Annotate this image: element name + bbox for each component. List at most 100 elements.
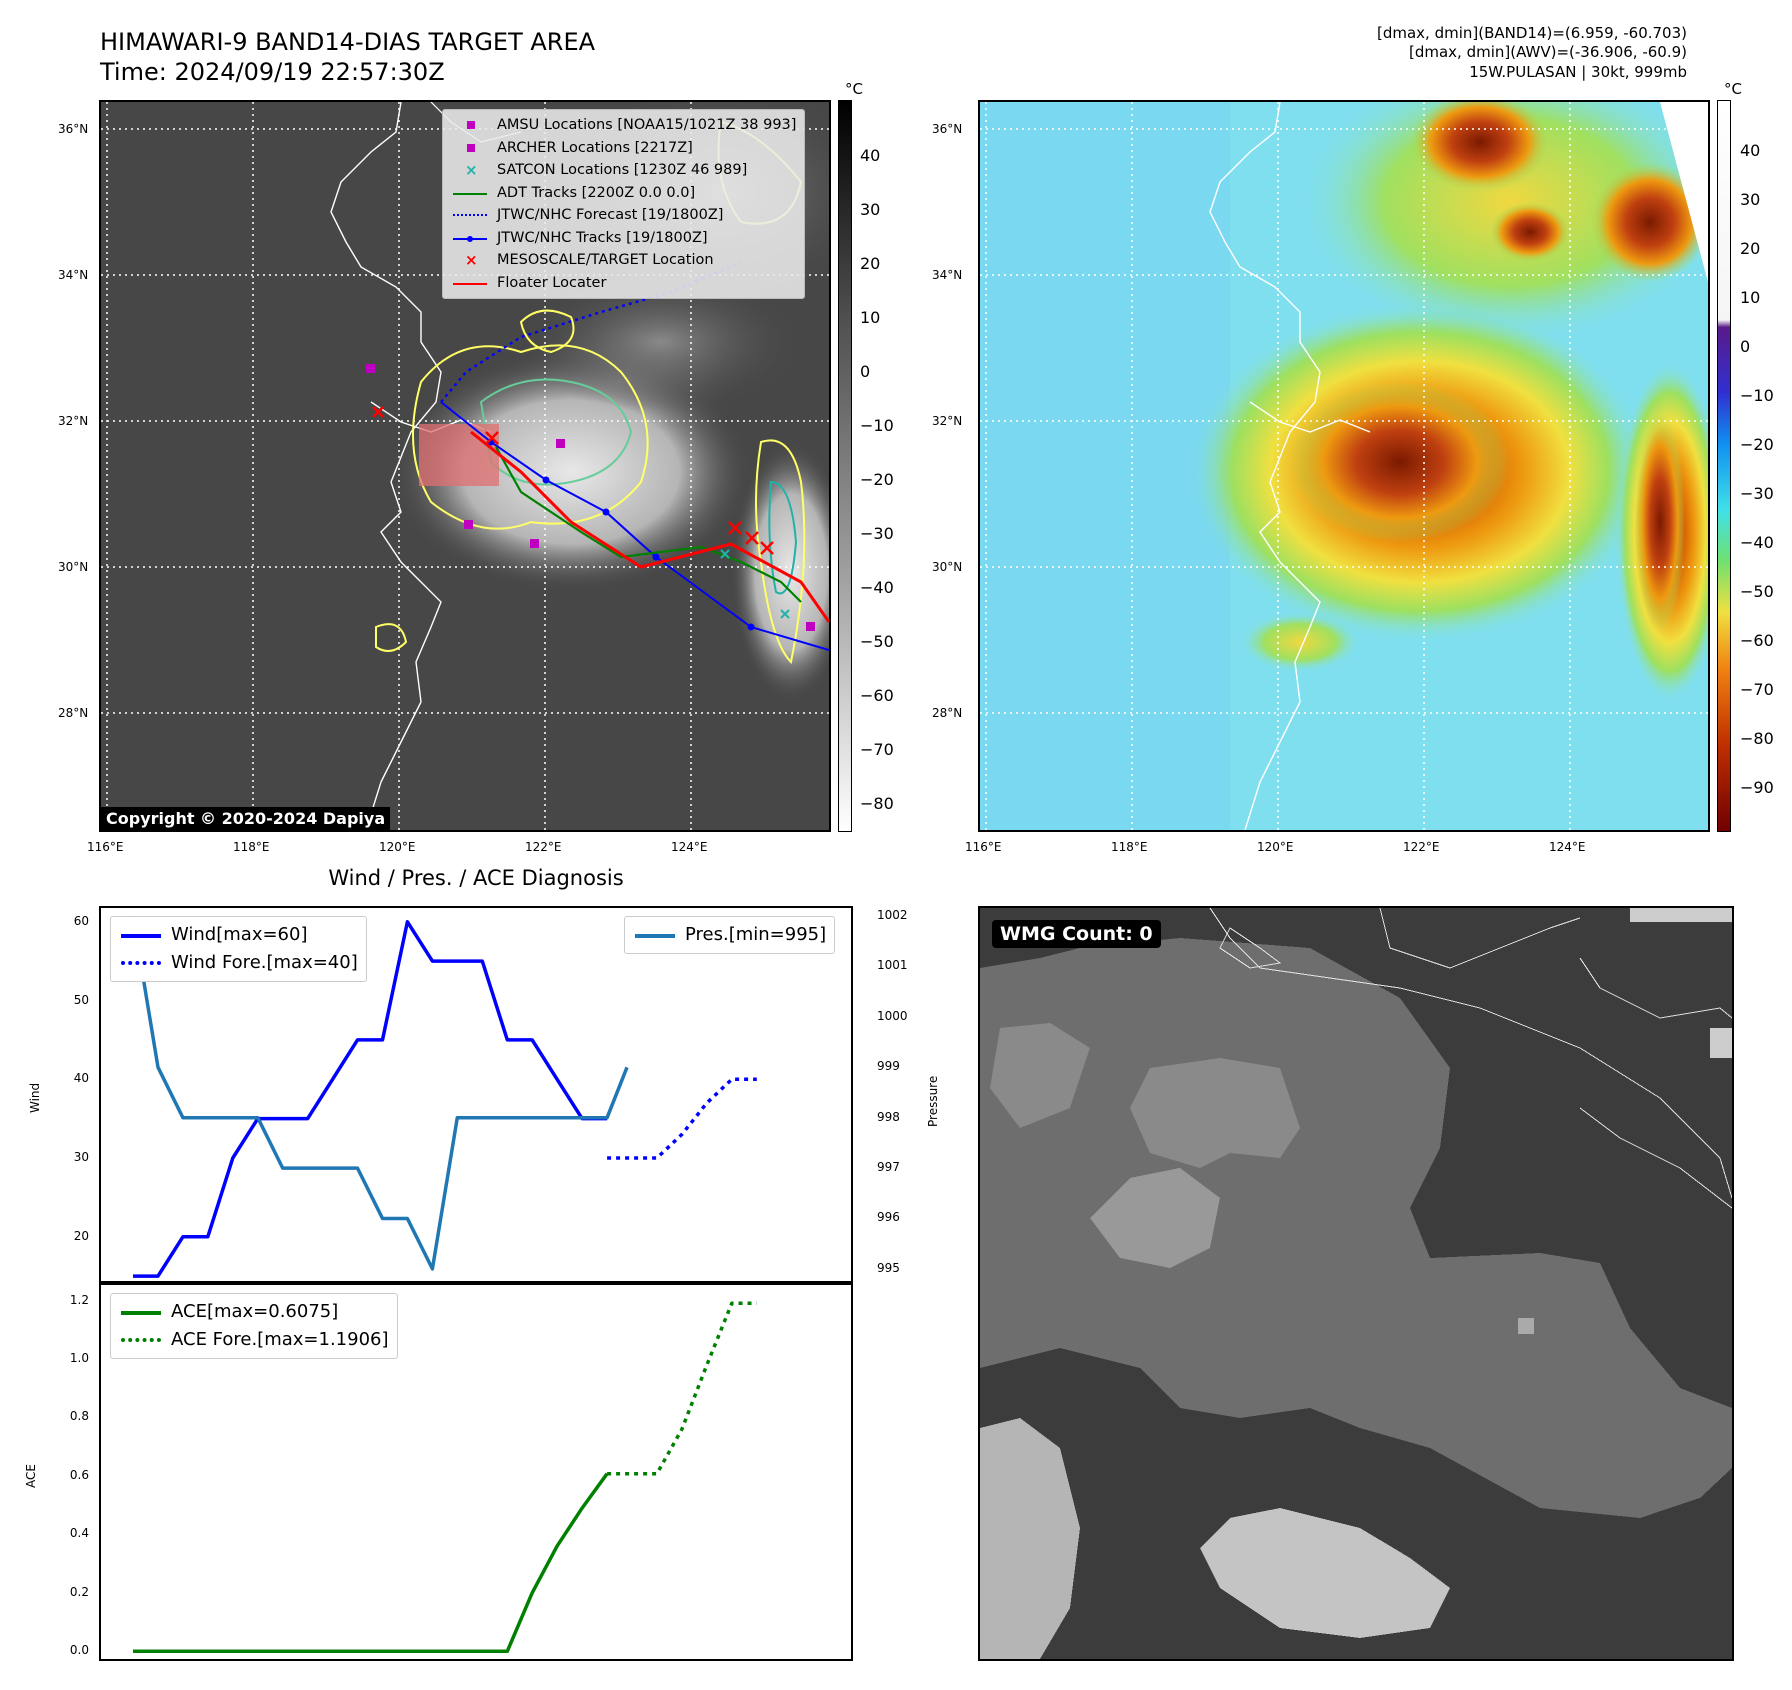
enhanced-colorbar-tick: −70 [1740, 680, 1774, 699]
ir-colorbar-tick: −60 [860, 686, 894, 705]
enhanced-lon-label: 124°E [1549, 840, 1586, 854]
floater-track [470, 430, 829, 623]
ace-axis-label: ACE [24, 1464, 38, 1488]
ir-map-legend: AMSU Locations [NOAA15/1021Z 38 993] ARC… [442, 109, 806, 299]
ir-colorbar-tick: −10 [860, 416, 894, 435]
ace-tick-label: 0.0 [69, 1643, 89, 1658]
adt-track [495, 446, 802, 603]
ace-legend: ACE[max=0.6075] ACE Fore.[max=1.1906] [110, 1293, 398, 1359]
enhanced-lon-label: 120°E [1257, 840, 1294, 854]
ir-lat-label: 28°N [58, 706, 89, 720]
enhanced-lon-label: 122°E [1403, 840, 1440, 854]
ir-colorbar-tick: −40 [860, 578, 894, 597]
ace-tick-label: 0.2 [69, 1584, 89, 1599]
pressure-legend: Pres.[min=995] [624, 916, 836, 954]
enhanced-ir-map [978, 100, 1710, 832]
pressure-tick-label: 1001 [877, 958, 908, 973]
legend-entry-satcon: × SATCON Locations [1230Z 46 989] [465, 161, 748, 180]
legend-entry-floater: Floater Locater [451, 272, 796, 295]
enhanced-colorbar-unit: °C [1724, 80, 1742, 98]
enhanced-colorbar-tick: −50 [1740, 582, 1774, 601]
enhanced-colorbar-tick: −30 [1740, 484, 1774, 503]
ir-colorbar-tick: 10 [860, 308, 881, 327]
storm-info: 15W.PULASAN | 30kt, 999mb [1469, 63, 1687, 81]
legend-entry-wind: Wind[max=60] [119, 921, 358, 949]
ir-colorbar-tick: −30 [860, 524, 894, 543]
wmg-graphic [980, 908, 1732, 1659]
ace-tick-label: 1.2 [69, 1292, 89, 1307]
pressure-tick-label: 1002 [877, 908, 908, 923]
legend-entry-mesoscale: × MESOSCALE/TARGET Location [465, 251, 714, 270]
legend-entry-ace-forecast: ACE Fore.[max=1.1906] [119, 1326, 389, 1354]
ace-tick-label: 1.0 [69, 1351, 89, 1365]
band14-range: [dmax, dmin](BAND14)=(6.959, -60.703) [1376, 24, 1687, 42]
ir-colorbar-tick: −70 [860, 740, 894, 759]
enhanced-colorbar-tick: 10 [1740, 288, 1761, 307]
ace-tick-label: 0.8 [69, 1409, 89, 1424]
pressure-tick-label: 996 [877, 1210, 900, 1225]
enhanced-colorbar-tick: −80 [1740, 729, 1774, 748]
wmg-panel: WMG Count: 0 [978, 906, 1734, 1661]
enhanced-colorbar-tick: −90 [1740, 778, 1774, 797]
ir-colorbar [838, 100, 852, 832]
enhanced-lat-label: 28°N [932, 706, 963, 720]
ace-tick-label: 0.4 [69, 1526, 89, 1541]
pressure-tick-label: 995 [877, 1260, 900, 1275]
ir-lon-label: 122°E [525, 840, 562, 854]
wind-tick-label: 50 [73, 992, 89, 1007]
enhanced-colorbar-tick: −40 [1740, 533, 1774, 552]
ir-colorbar-unit: °C [845, 80, 863, 98]
ir-colorbar-tick: −80 [860, 794, 894, 813]
enhanced-lat-label: 36°N [932, 122, 963, 136]
ir-lat-label: 32°N [58, 414, 89, 428]
ir-colorbar-tick: 0 [860, 362, 871, 381]
ir-colorbar-tick: −50 [860, 632, 894, 651]
figure-title: HIMAWARI-9 BAND14-DIAS TARGET AREA [100, 28, 596, 56]
pressure-tick-label: 998 [877, 1109, 900, 1124]
series-line-pressure [131, 915, 629, 1271]
enhanced-lat-label: 30°N [932, 560, 963, 574]
ir-lon-label: 118°E [233, 840, 270, 854]
ir-coastline [330, 102, 442, 830]
diagnosis-title: Wind / Pres. / ACE Diagnosis [328, 866, 624, 890]
ir-lon-label: 120°E [379, 840, 416, 854]
legend-entry-ace: ACE[max=0.6075] [119, 1298, 389, 1326]
enhanced-coastline [1209, 102, 1321, 830]
enhanced-colorbar-tick: −60 [1740, 631, 1774, 650]
ir-colorbar-tick: 20 [860, 254, 881, 273]
pressure-axis-label: Pressure [926, 1075, 940, 1127]
ir-lon-label: 116°E [87, 840, 124, 854]
copyright-label: Copyright © 2020-2024 Dapiya [101, 807, 391, 830]
enhanced-map-gridlines [980, 102, 1708, 830]
ir-lat-label: 30°N [58, 560, 89, 574]
wind-legend: Wind[max=60] Wind Fore.[max=40] [110, 916, 367, 982]
enhanced-colorbar-tick: −10 [1740, 386, 1774, 405]
enhanced-colorbar-tick: 40 [1740, 141, 1761, 160]
enhanced-colorbar-tick: −20 [1740, 435, 1774, 454]
enhanced-colorbar-tick: 30 [1740, 190, 1761, 209]
enhanced-colorbar-tick: 0 [1740, 337, 1751, 356]
enhanced-colorbar-tick: 20 [1740, 239, 1761, 258]
legend-entry-adt: ADT Tracks [2200Z 0.0 0.0] [451, 182, 796, 205]
wmg-count-badge: WMG Count: 0 [992, 920, 1161, 948]
enhanced-map-graphic [980, 102, 1708, 830]
awv-range: [dmax, dmin](AWV)=(-36.906, -60.9) [1408, 43, 1687, 61]
series-line-wind-forecast [607, 1077, 757, 1160]
legend-entry-jtwc-forecast: JTWC/NHC Forecast [19/1800Z] [451, 204, 796, 227]
ir-lon-label: 124°E [671, 840, 708, 854]
legend-entry-wind-forecast: Wind Fore.[max=40] [119, 949, 358, 977]
enhanced-lon-label: 116°E [965, 840, 1002, 854]
ir-lat-label: 34°N [58, 268, 89, 282]
legend-entry-archer: ARCHER Locations [2217Z] [451, 137, 796, 160]
ir-satellite-map: AMSU Locations [NOAA15/1021Z 38 993] ARC… [99, 100, 831, 832]
enhanced-lon-label: 118°E [1111, 840, 1148, 854]
legend-entry-amsu: AMSU Locations [NOAA15/1021Z 38 993] [451, 114, 796, 137]
pressure-tick-label: 997 [877, 1160, 900, 1175]
enhanced-lat-label: 34°N [932, 268, 963, 282]
wind-tick-label: 40 [73, 1071, 89, 1086]
enhanced-colorbar [1717, 100, 1731, 832]
enhanced-lat-label: 32°N [932, 414, 963, 428]
series-line-wind [133, 920, 608, 1278]
wind-axis-label: Wind [28, 1082, 42, 1113]
ir-colorbar-tick: 40 [860, 146, 881, 165]
